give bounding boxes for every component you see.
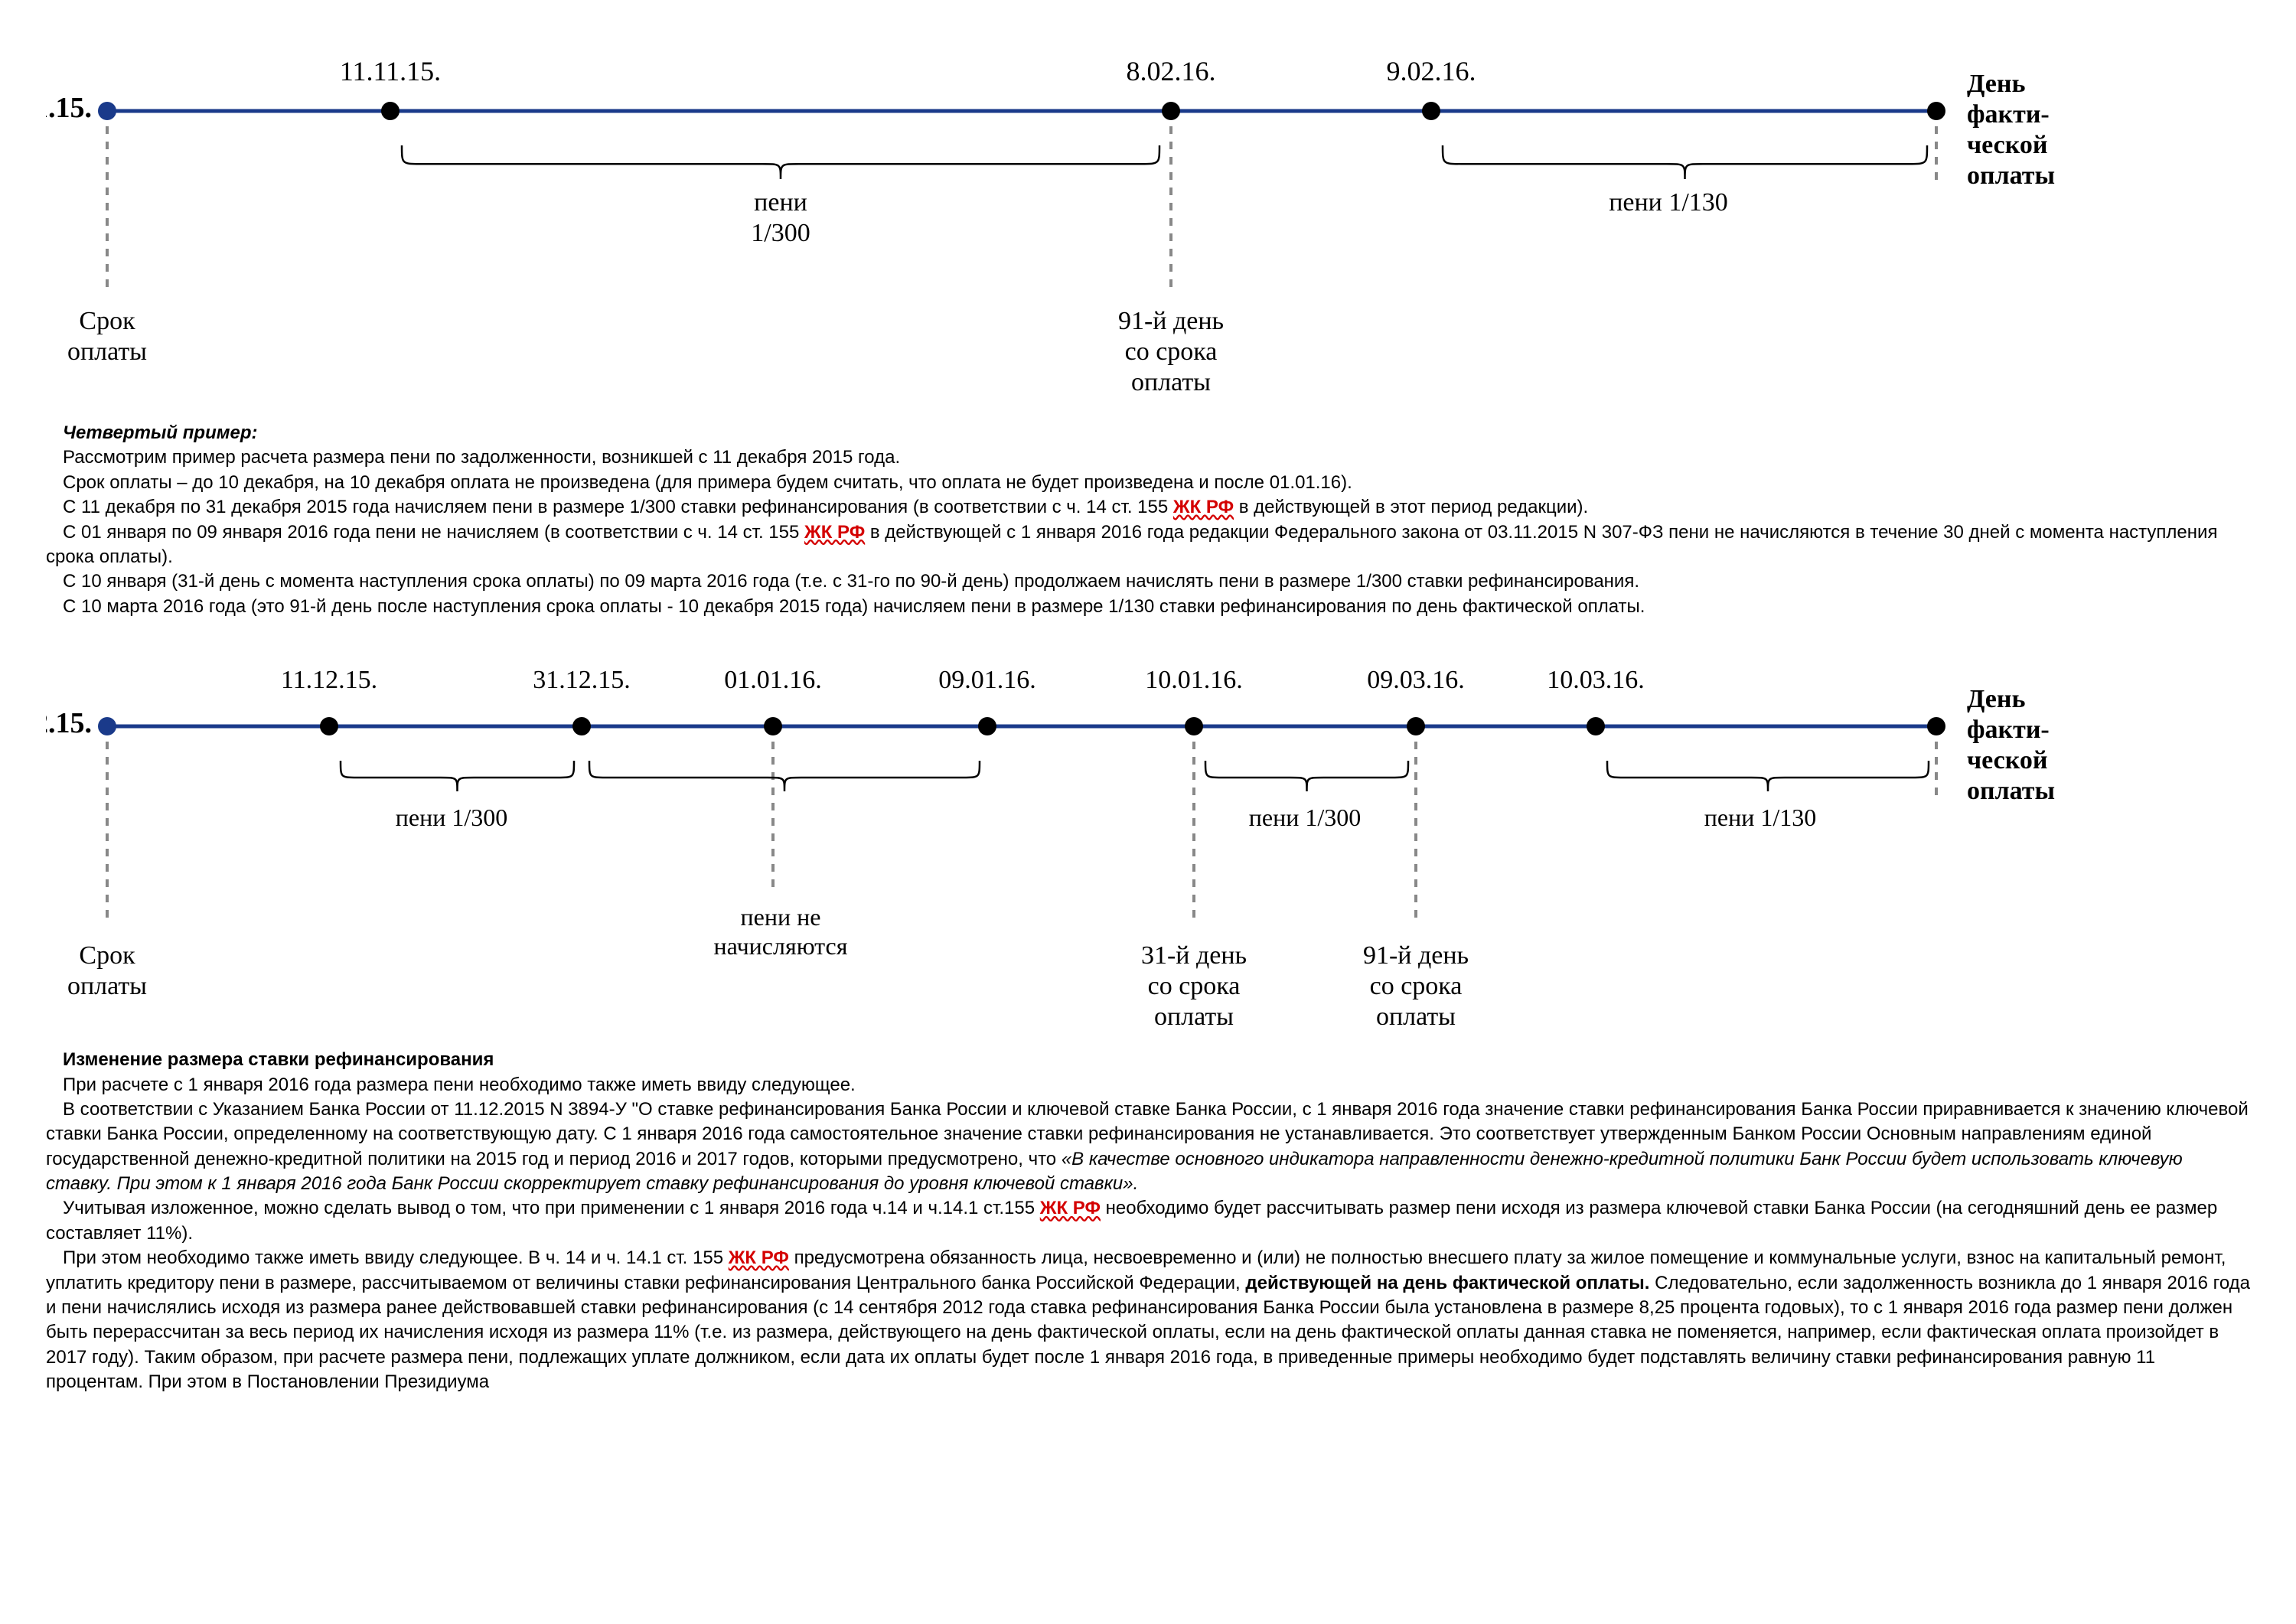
svg-text:оплаты: оплаты (1131, 368, 1211, 396)
svg-text:пени не: пени не (741, 903, 821, 931)
svg-text:31.12.15.: 31.12.15. (533, 666, 631, 694)
svg-text:оплаты: оплаты (1967, 777, 2055, 805)
svg-text:со срока: со срока (1148, 972, 1241, 1000)
svg-text:91-й день: 91-й день (1118, 307, 1224, 335)
svg-text:01.01.16.: 01.01.16. (724, 666, 822, 694)
svg-text:оплаты: оплаты (1376, 1003, 1456, 1025)
rate-change-p2: В соответствии с Указанием Банка России … (46, 1097, 2250, 1197)
timeline-2-svg: 10.12.15. День факти-ческой оплаты 11.12.15.… (46, 642, 2158, 1025)
svg-text:09.01.16.: 09.01.16. (938, 666, 1036, 694)
svg-text:Срок: Срок (79, 307, 135, 335)
svg-text:оплаты: оплаты (67, 338, 147, 366)
svg-text:1/300: 1/300 (751, 219, 810, 247)
timeline-2: 10.12.15. День факти-ческой оплаты 11.12.15.… (46, 642, 2250, 1025)
svg-text:оплаты: оплаты (67, 972, 147, 1000)
svg-text:8.02.16.: 8.02.16. (1127, 56, 1216, 86)
svg-text:10.01.15.: 10.01.15. (46, 92, 92, 124)
example-4-line: Рассмотрим пример расчета размера пени п… (46, 445, 2250, 470)
timeline-1: 10.01.15.Деньфакти-ческойоплаты11.11.15.… (46, 46, 2250, 398)
svg-text:День: День (1967, 685, 2025, 713)
svg-text:оплаты: оплаты (1154, 1003, 1234, 1025)
svg-text:ческой: ческой (1967, 746, 2048, 774)
example-4-line: С 01 января по 09 января 2016 года пени … (46, 520, 2250, 570)
rate-change-p3: Учитывая изложенное, можно сделать вывод… (46, 1196, 2250, 1246)
rate-change-p1: При расчете с 1 января 2016 года размера… (46, 1073, 2250, 1097)
svg-text:9.02.16.: 9.02.16. (1387, 56, 1476, 86)
svg-text:10.01.16.: 10.01.16. (1145, 666, 1243, 694)
svg-text:День: День (1967, 70, 2025, 98)
example-4-line: С 11 декабря по 31 декабря 2015 года нач… (46, 495, 2250, 520)
svg-text:оплаты: оплаты (1967, 161, 2055, 190)
svg-text:11.12.15.: 11.12.15. (281, 666, 377, 694)
svg-text:факти-: факти- (1967, 716, 2050, 744)
svg-text:91-й день: 91-й день (1363, 941, 1469, 970)
svg-text:пени: пени (754, 188, 807, 217)
svg-text:10.03.16.: 10.03.16. (1547, 666, 1645, 694)
rate-change-p4: При этом необходимо также иметь ввиду сл… (46, 1246, 2250, 1394)
example-4-line: С 10 января (31-й день с момента наступл… (46, 569, 2250, 594)
example-4-line: Срок оплаты – до 10 декабря, на 10 декаб… (46, 471, 2250, 495)
rate-change-heading: Изменение размера ставки рефинансировани… (63, 1049, 494, 1070)
svg-text:пени 1/300: пени 1/300 (1249, 804, 1361, 831)
svg-text:со срока: со срока (1125, 338, 1218, 366)
example-4-heading: Четвертый пример: (63, 422, 257, 443)
svg-text:ческой: ческой (1967, 131, 2048, 159)
svg-text:факти-: факти- (1967, 100, 2050, 129)
example-4-text: Четвертый пример: Рассмотрим пример расч… (46, 421, 2250, 619)
svg-text:31-й день: 31-й день (1141, 941, 1247, 970)
rate-change-text: Изменение размера ставки рефинансировани… (46, 1048, 2250, 1394)
svg-text:11.11.15.: 11.11.15. (340, 56, 441, 86)
svg-text:10.12.15.: 10.12.15. (46, 707, 92, 739)
svg-text:со срока: со срока (1370, 972, 1463, 1000)
svg-text:09.03.16.: 09.03.16. (1367, 666, 1465, 694)
svg-text:начисляются: начисляются (714, 932, 848, 960)
timeline-1-svg: 10.01.15.Деньфакти-ческойоплаты11.11.15.… (46, 46, 2158, 398)
example-4-line: С 10 марта 2016 года (это 91-й день посл… (46, 595, 2250, 619)
svg-text:Срок: Срок (79, 941, 135, 970)
svg-text:пени 1/130: пени 1/130 (1609, 188, 1728, 217)
svg-text:пени 1/300: пени 1/300 (396, 804, 507, 831)
svg-text:пени 1/130: пени 1/130 (1704, 804, 1816, 831)
